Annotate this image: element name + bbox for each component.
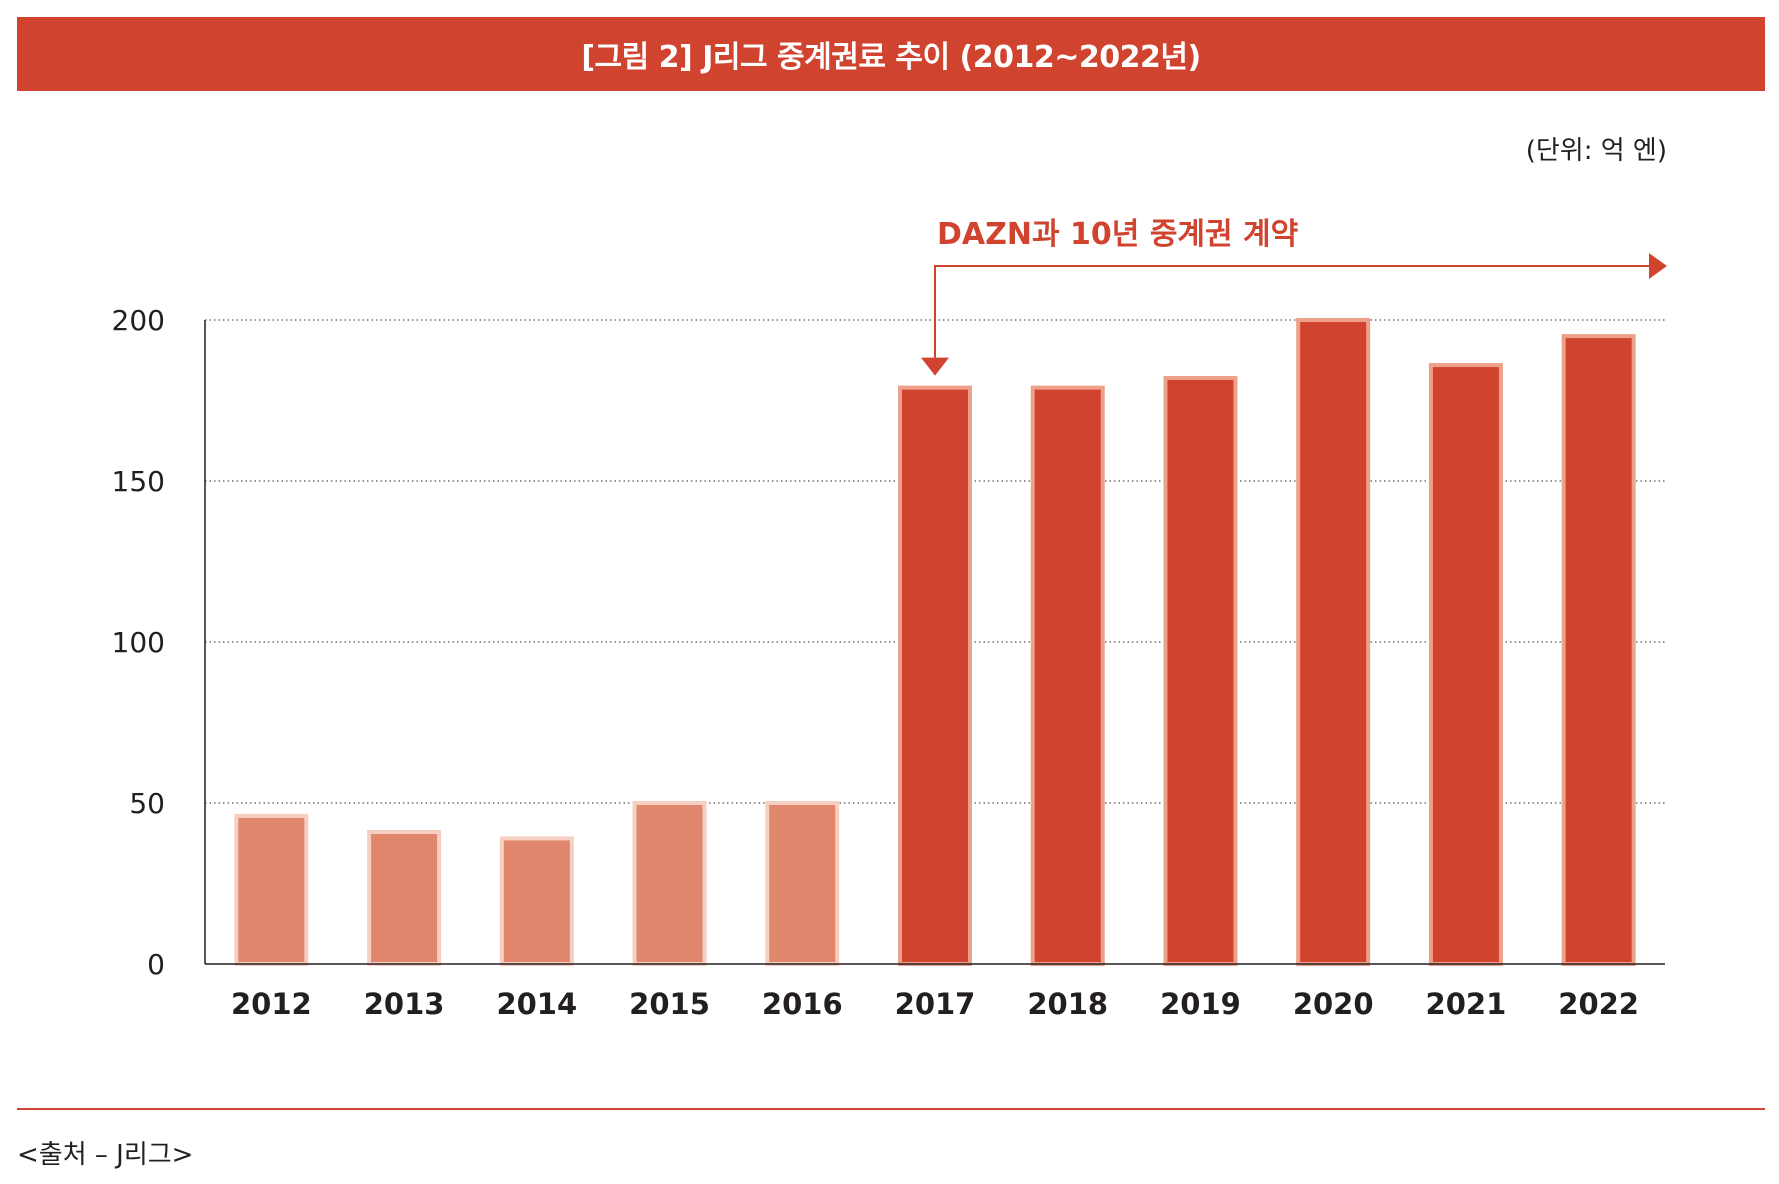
x-tick-label: 2016 <box>762 987 843 1021</box>
x-tick-label: 2022 <box>1558 987 1639 1021</box>
x-tick-label: 2020 <box>1293 987 1374 1021</box>
bar-chart: 0 50 100 150 200 2012 2013 2014 2015 2016 2017 2018… <box>112 217 1667 1021</box>
y-tick-label: 100 <box>112 626 165 659</box>
bar-2020 <box>1296 318 1371 966</box>
y-tick-label: 200 <box>112 304 165 337</box>
annotation-arrowhead-down <box>921 357 949 376</box>
x-tick-label: 2021 <box>1426 987 1507 1021</box>
bar-2022 <box>1561 334 1636 967</box>
y-tick-label: 150 <box>112 465 165 498</box>
y-tick-label: 0 <box>147 948 165 981</box>
bar-2021 <box>1428 363 1503 966</box>
bar-2018 <box>1030 385 1105 966</box>
chart-title-bar: [그림 2] J리그 중계권료 추이 (2012~2022년) <box>17 17 1765 91</box>
x-tick-label: 2013 <box>364 987 445 1021</box>
bar-2013 <box>367 829 442 966</box>
x-tick-label: 2015 <box>629 987 710 1021</box>
x-tick-label: 2017 <box>895 987 976 1021</box>
bar-2016 <box>765 801 840 966</box>
bar-2017 <box>898 385 972 966</box>
bar-2015 <box>632 801 707 966</box>
unit-label: (단위: 억 엔) <box>1525 136 1667 166</box>
bar-2019 <box>1163 375 1238 966</box>
y-tick-label: 50 <box>129 787 165 820</box>
annotation-label: DAZN과 10년 중계권 계약 <box>937 217 1298 252</box>
x-tick-label: 2019 <box>1160 987 1241 1021</box>
source-divider <box>17 1108 1765 1110</box>
source-note: <출처 – J리그> <box>17 1140 194 1170</box>
bar-2014 <box>499 836 574 966</box>
bar-2012 <box>234 813 309 966</box>
annotation-arrowhead-right <box>1649 253 1667 279</box>
annotation-line <box>934 265 1651 358</box>
x-tick-label: 2018 <box>1027 987 1108 1021</box>
x-tick-label: 2012 <box>231 987 312 1021</box>
chart-title: [그림 2] J리그 중계권료 추이 (2012~2022년) <box>581 40 1201 75</box>
x-tick-label: 2014 <box>496 987 577 1021</box>
